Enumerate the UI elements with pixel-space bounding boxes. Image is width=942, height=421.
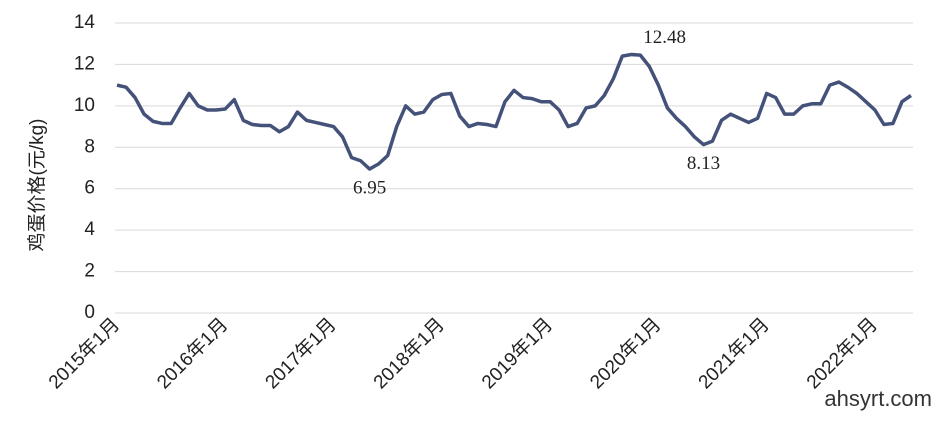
- y-tick-label: 14: [74, 12, 96, 33]
- x-tick-label: 2015年1月: [44, 314, 124, 394]
- data-label: 6.95: [353, 177, 386, 198]
- data-label: 12.48: [643, 27, 686, 48]
- x-tick-label: 2016年1月: [153, 314, 233, 394]
- y-tick-label: 8: [84, 136, 95, 157]
- x-tick-label: 2020年1月: [586, 314, 666, 394]
- y-tick-label: 6: [84, 178, 95, 199]
- watermark: ahsyrt.com: [824, 386, 932, 411]
- y-tick-label: 2: [84, 261, 95, 282]
- line: [116, 52, 912, 171]
- x-tick-label: 2021年1月: [694, 314, 774, 394]
- y-tick-label: 12: [74, 53, 95, 74]
- x-tick-label: 2022年1月: [802, 314, 882, 394]
- x-tick-label: 2019年1月: [477, 314, 557, 394]
- y-tick-label: 10: [74, 95, 95, 116]
- x-tick-label: 2018年1月: [369, 314, 449, 394]
- y-tick-label: 0: [84, 302, 95, 323]
- data-label: 8.13: [687, 153, 720, 174]
- x-tick-label: 2017年1月: [261, 314, 341, 394]
- y-axis-label: 鸡蛋价格(元/kg): [26, 118, 48, 251]
- y-tick-label: 4: [84, 219, 95, 240]
